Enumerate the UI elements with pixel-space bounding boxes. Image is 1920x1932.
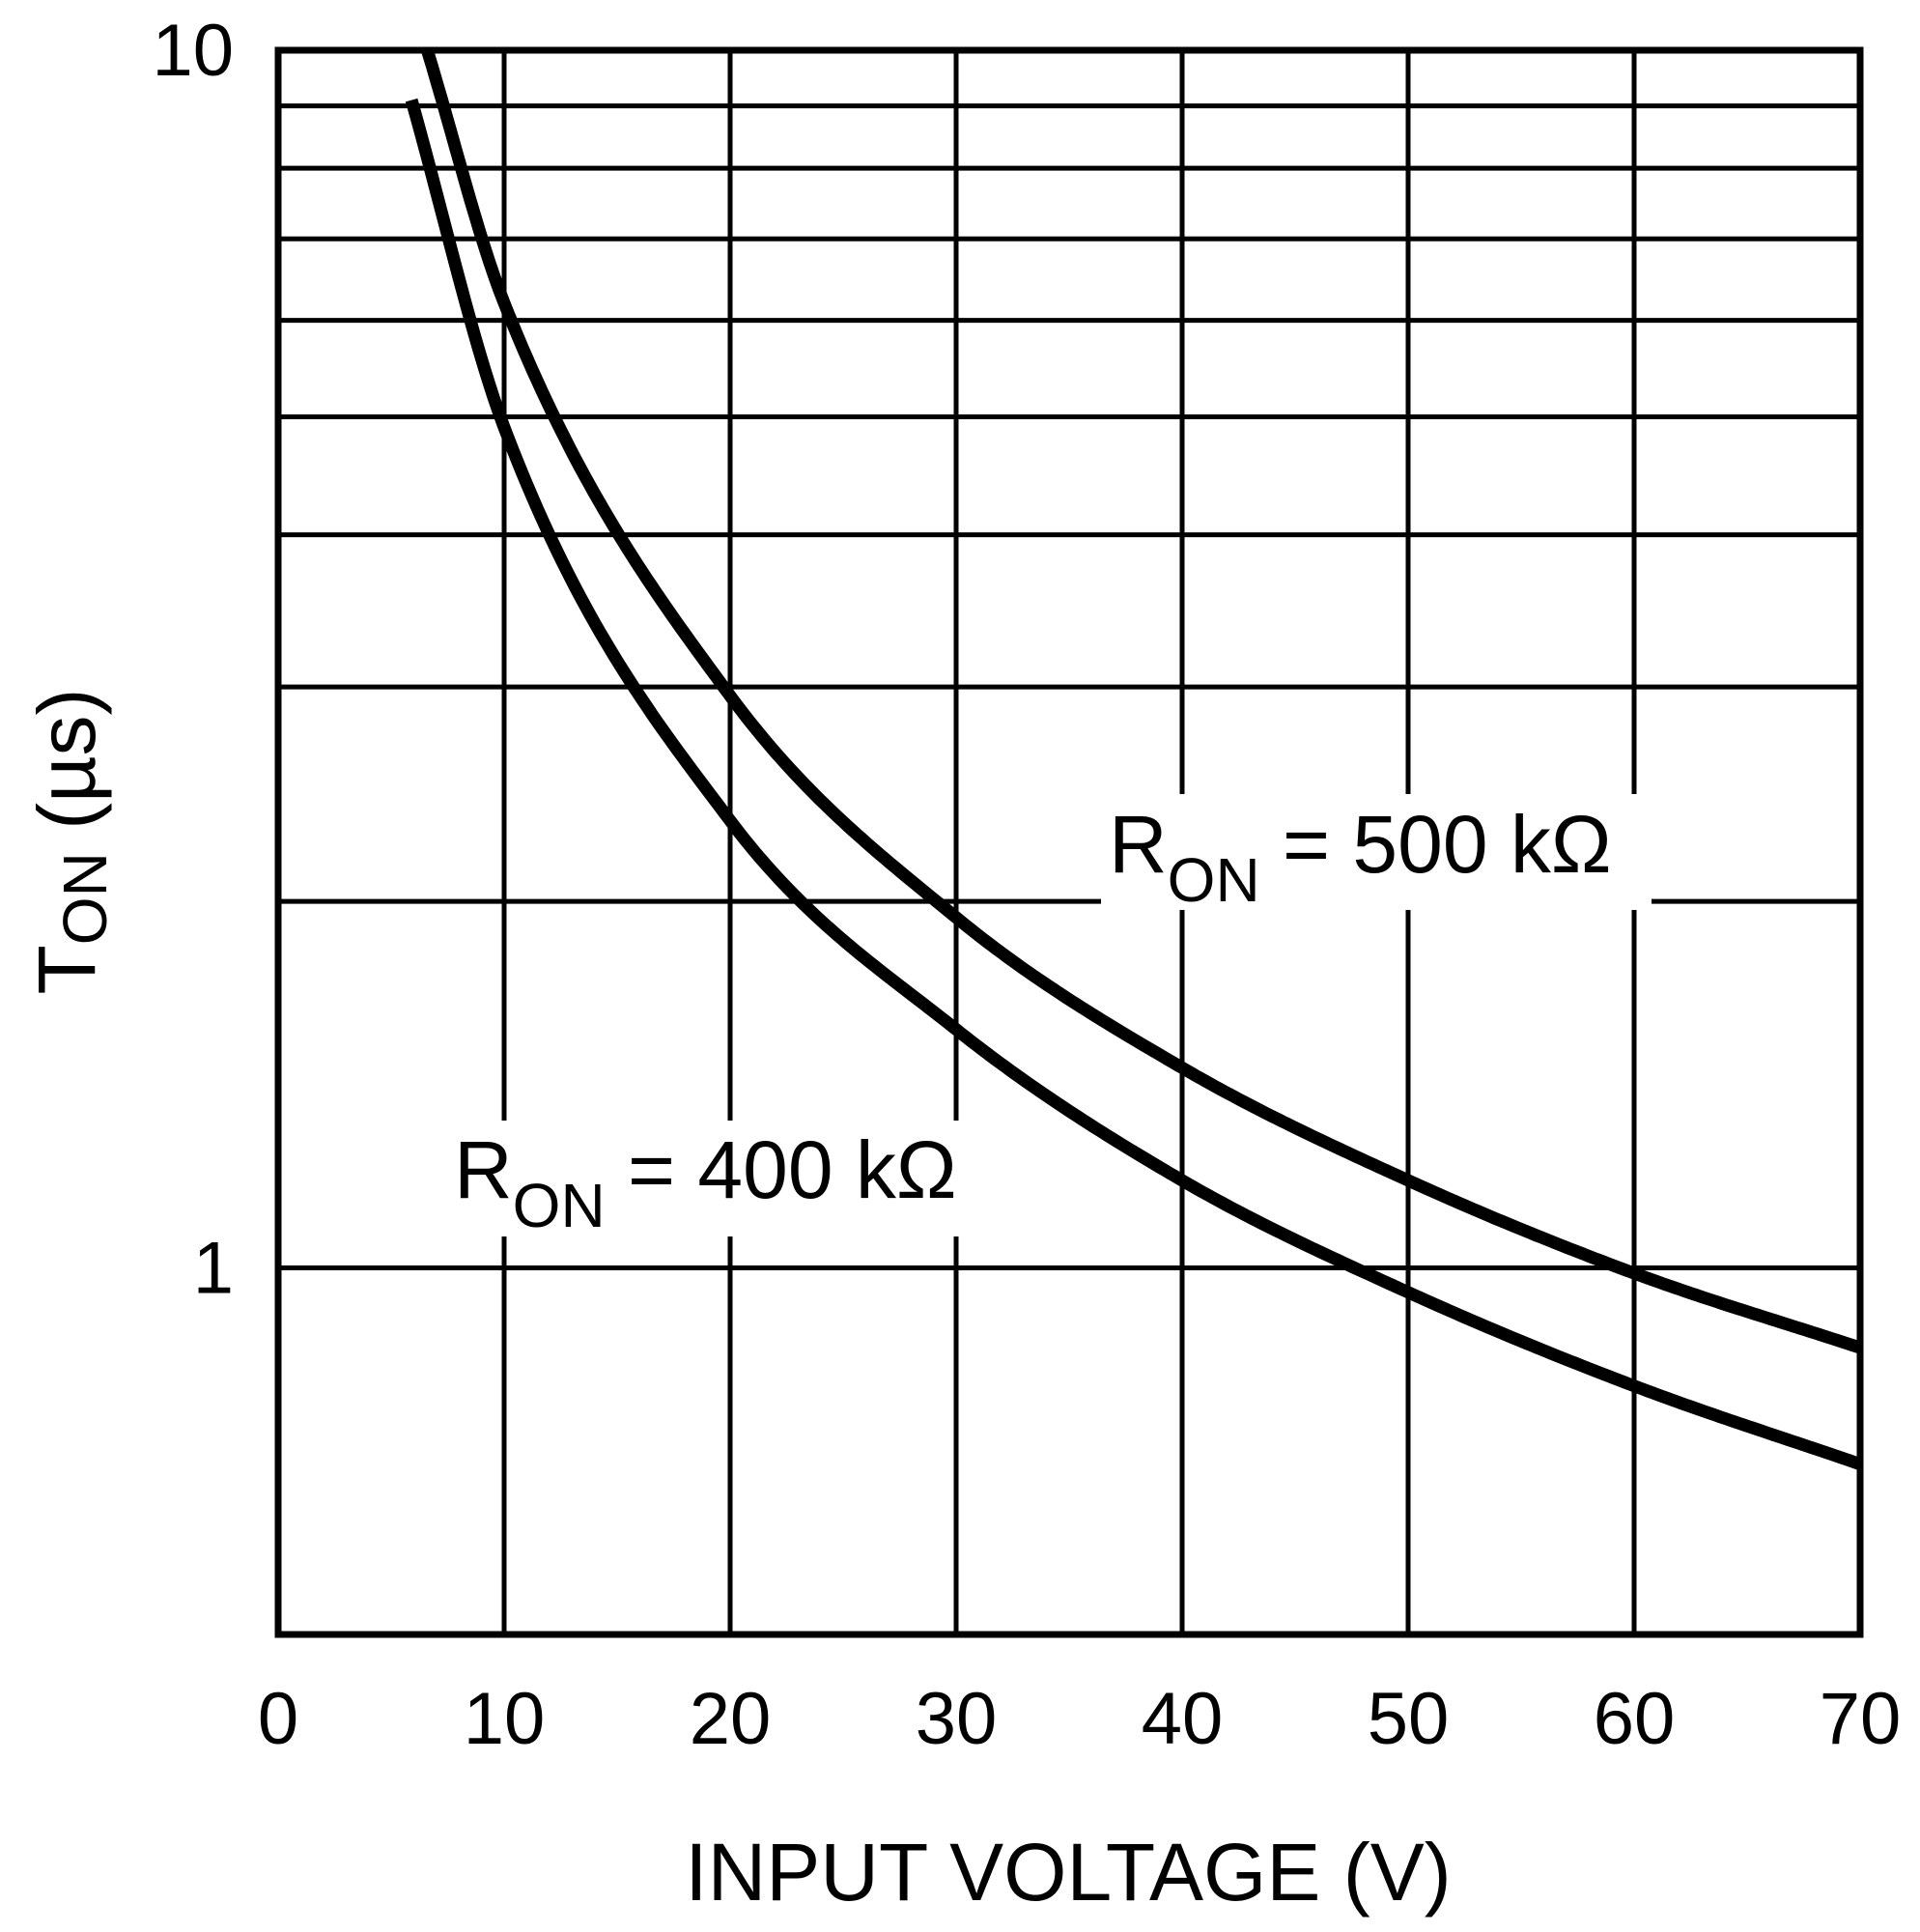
x-tick-label: 50 (1368, 1678, 1450, 1760)
x-tick-label: 30 (916, 1678, 998, 1760)
series-label-400k: RON = 400 kΩ (454, 1124, 957, 1240)
x-tick-label: 60 (1594, 1678, 1676, 1760)
x-tick-label: 0 (258, 1678, 298, 1760)
curve-ron-400k (405, 98, 1863, 1470)
y-tick-labels: 1 10 (152, 10, 234, 1310)
x-tick-label: 10 (464, 1678, 546, 1760)
y-tick-label: 1 (193, 1228, 234, 1310)
curve-ron-500k (421, 48, 1863, 1354)
label-400k-background (446, 1121, 997, 1236)
x-tick-label: 40 (1142, 1678, 1224, 1760)
x-tick-label: 70 (1820, 1678, 1902, 1760)
series-label-500k: RON = 500 kΩ (1109, 799, 1612, 915)
curves (405, 48, 1863, 1470)
y-tick-label: 10 (152, 10, 234, 92)
x-axis-title: INPUT VOLTAGE (V) (685, 1827, 1451, 1918)
label-500k-background (1101, 794, 1652, 910)
x-tick-labels: 0 10 20 30 40 50 60 70 (258, 1678, 1901, 1760)
plot-frame (274, 46, 1864, 1638)
x-tick-label: 20 (690, 1678, 772, 1760)
y-axis-title: TON (µs) (21, 689, 120, 995)
